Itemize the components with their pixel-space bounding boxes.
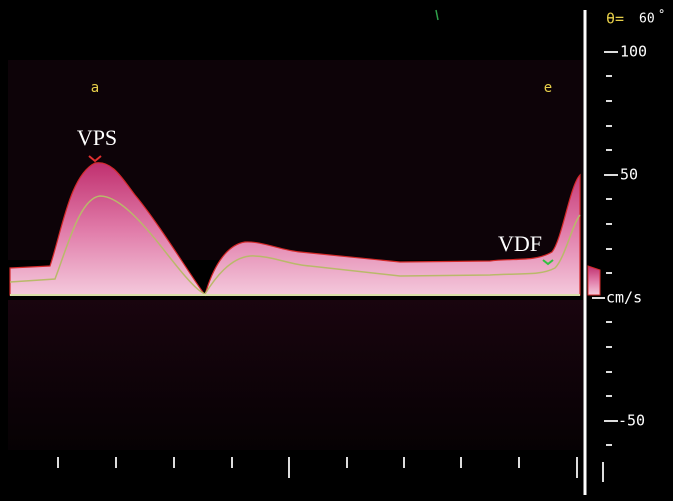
angle-value: 60 — [639, 12, 655, 27]
scale-ticks — [592, 51, 618, 446]
time-ticks — [57, 457, 604, 482]
cycle-label: a — [91, 80, 99, 96]
cursor-mark — [435, 9, 439, 21]
spectral-waveform — [9, 162, 581, 297]
angle-unit: ° — [658, 8, 665, 22]
angle-symbol: θ= — [606, 10, 624, 28]
annotation: VDF — [498, 231, 542, 256]
cycle-label: e — [544, 80, 552, 96]
annotation: VPS — [77, 125, 117, 150]
scale-label: 100 — [620, 43, 647, 61]
vps-marker — [88, 155, 102, 163]
scale-unit: cm/s — [606, 289, 642, 307]
scale-label: 50 — [620, 166, 638, 184]
vdf-marker — [542, 259, 554, 266]
noise-below — [8, 300, 583, 450]
scale-label: -50 — [618, 412, 645, 430]
spectral-tail — [587, 265, 601, 296]
mean-velocity-line — [9, 195, 581, 295]
